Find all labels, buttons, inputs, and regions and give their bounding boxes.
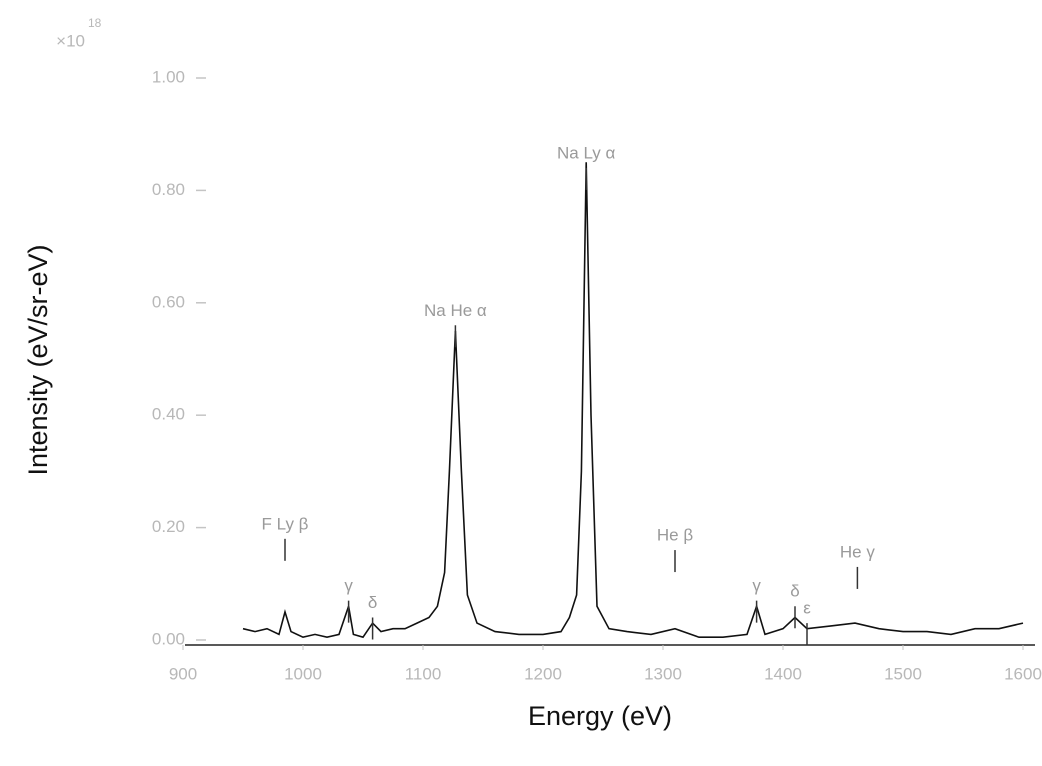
x-tick-label: 1100: [405, 664, 442, 683]
spectrum-line: [242, 162, 1024, 639]
x-tick-label: 900: [169, 664, 197, 683]
x-tick-label: 1500: [884, 664, 922, 683]
y-tick-label: 0.20: [152, 517, 185, 536]
y-tick-label: 0.00: [152, 629, 185, 648]
x-tick-label: 1300: [644, 664, 682, 683]
x-tick-label: 1000: [284, 664, 322, 683]
x-tick-label: 1400: [764, 664, 802, 683]
annotation-label: F Ly β: [262, 514, 309, 533]
annotation-label: Na Ly α: [557, 143, 616, 162]
annotation-label: He γ: [840, 542, 875, 561]
y-tick-label: 0.40: [152, 405, 185, 424]
annotation-label: He β: [657, 526, 693, 545]
annotation-label: ε: [803, 599, 811, 618]
annotation-label: δ: [790, 582, 799, 601]
y-multiplier: ×10: [56, 31, 85, 50]
y-tick-label: 0.60: [152, 292, 185, 311]
annotation-label: Na He α: [424, 301, 487, 320]
x-tick-label: 1200: [524, 664, 562, 683]
annotation-label: γ: [752, 576, 761, 595]
annotation-label: γ: [344, 576, 353, 595]
y-tick-label: 0.80: [152, 180, 185, 199]
annotation-label: δ: [368, 593, 377, 612]
x-axis-title: Energy (eV): [528, 701, 672, 731]
y-tick-label: 1.00: [152, 67, 185, 86]
y-axis-title: Intensity (eV/sr-eV): [23, 244, 53, 475]
y-multiplier-exponent: 18: [88, 16, 102, 30]
x-tick-label: 1600: [1004, 664, 1042, 683]
